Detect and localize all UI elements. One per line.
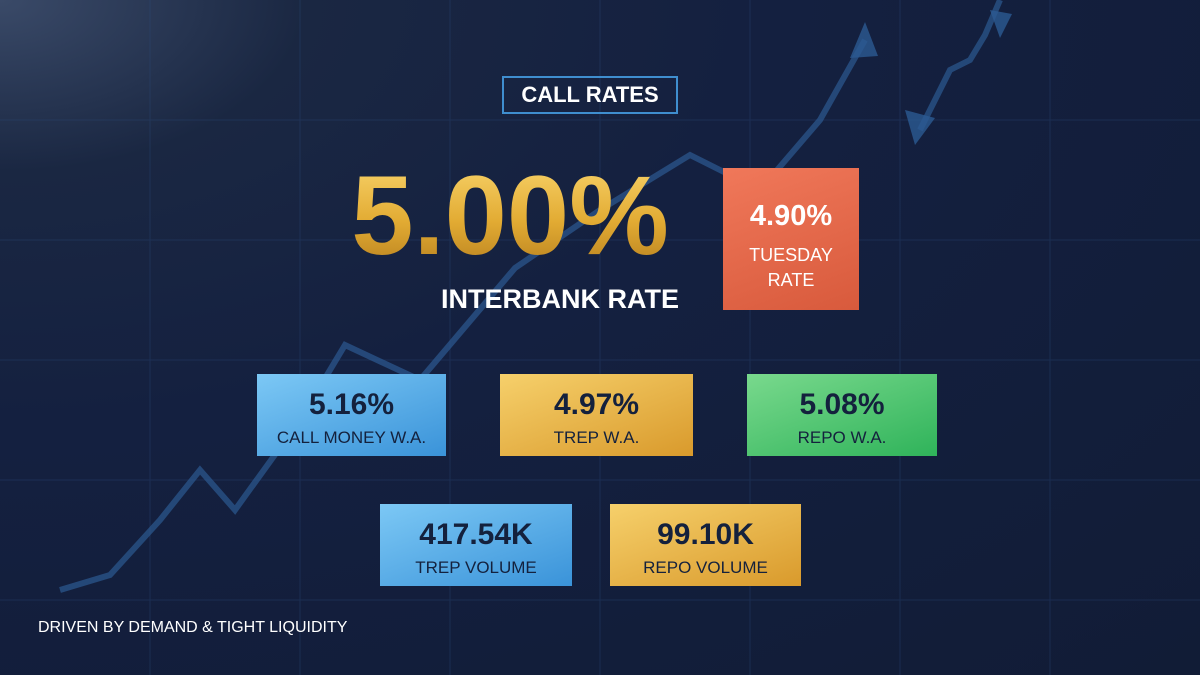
card: 5.16% CALL MONEY W.A. bbox=[257, 374, 446, 456]
side-label: TUESDAY RATE bbox=[749, 245, 833, 291]
card-label: TREP VOLUME bbox=[415, 558, 537, 577]
card: 5.08% REPO W.A. bbox=[747, 374, 937, 456]
card-label: CALL MONEY W.A. bbox=[276, 428, 427, 447]
main-label: INTERBANK RATE bbox=[441, 284, 679, 314]
side-card: 4.90% TUESDAY RATE bbox=[723, 168, 859, 310]
footer: DRIVEN BY DEMAND & TIGHT LIQUIDITY bbox=[38, 619, 348, 636]
card-value: 4.97% bbox=[553, 388, 640, 421]
side-value: 4.90% bbox=[749, 200, 833, 232]
card-label: TREP W.A. bbox=[553, 428, 640, 447]
card-value: 5.08% bbox=[799, 388, 885, 421]
main-value: 5.00% bbox=[310, 160, 710, 272]
card-label: REPO W.A. bbox=[797, 428, 887, 447]
card-label: REPO VOLUME bbox=[643, 558, 768, 577]
card: 4.97% TREP W.A. bbox=[500, 374, 693, 456]
card: 417.54K TREP VOLUME bbox=[380, 504, 572, 586]
card-value: 99.10K bbox=[657, 518, 754, 551]
title: CALL RATES bbox=[502, 76, 678, 114]
card-value: 5.16% bbox=[308, 388, 395, 421]
card-value: 417.54K bbox=[419, 518, 533, 551]
card: 99.10K REPO VOLUME bbox=[610, 504, 801, 586]
